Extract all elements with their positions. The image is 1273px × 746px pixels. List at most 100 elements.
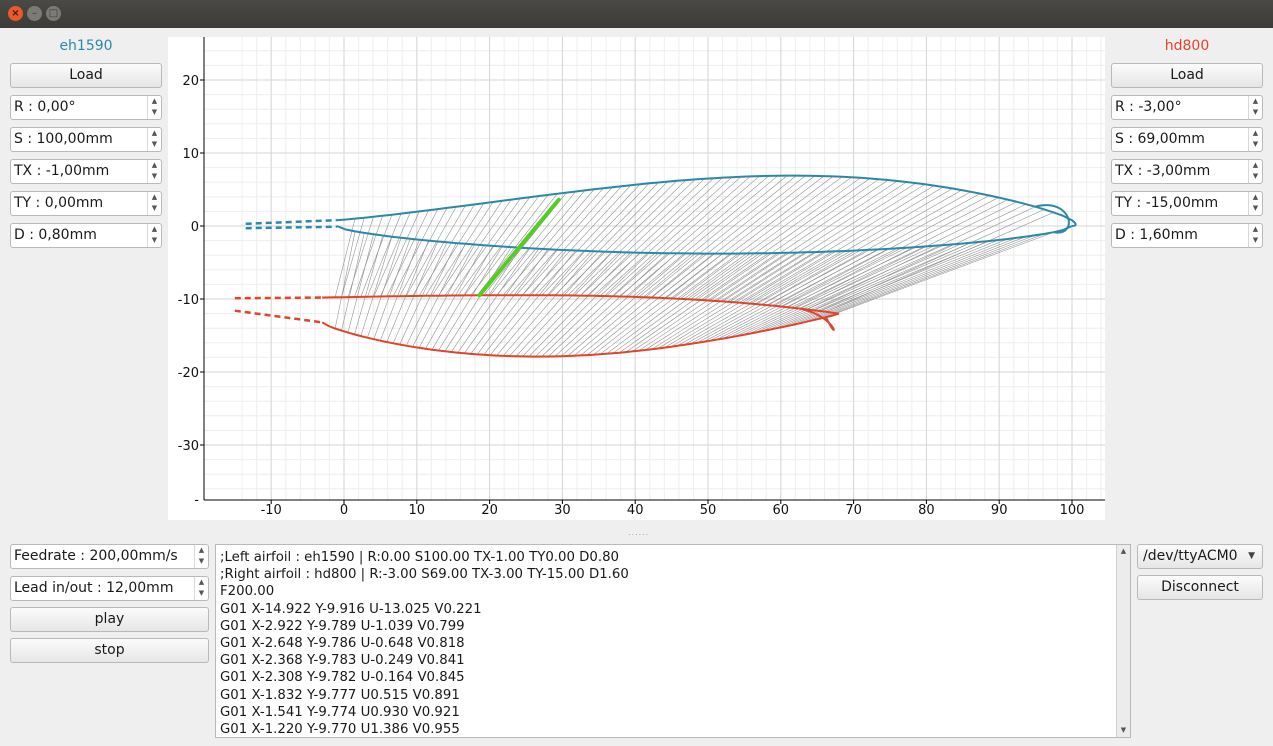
hatch-line: [367, 213, 402, 297]
spin-up-icon[interactable]: ▲: [151, 161, 158, 169]
spin-down-icon[interactable]: ▼: [1252, 108, 1259, 116]
gcode-line: G01 X-2.368 Y-9.783 U-0.249 V0.841: [220, 653, 465, 669]
spin-arrows-icon[interactable]: ▲ ▼: [1248, 192, 1262, 215]
y-axis-ticks: 20 10 0 -10 -20 -30 -: [178, 74, 200, 508]
spin-arrows-icon[interactable]: ▲ ▼: [1248, 128, 1262, 151]
airfoil-plot-canvas[interactable]: -10 0 10 20 30 40 50 60 70 80 90 100 20 …: [168, 37, 1105, 520]
spin-down-icon[interactable]: ▼: [198, 557, 205, 565]
spin-up-icon[interactable]: ▲: [1252, 225, 1259, 233]
hatch-line: [509, 188, 604, 296]
spin-arrows-icon[interactable]: ▲ ▼: [194, 545, 208, 568]
scroll-down-icon[interactable]: ▼: [1120, 726, 1127, 734]
airfoil-plot[interactable]: -10 0 10 20 30 40 50 60 70 80 90 100 20 …: [168, 37, 1105, 520]
gcode-line: ;Right airfoil : hd800 | R:-3.00 S69.00 …: [220, 567, 629, 583]
stop-button[interactable]: stop: [10, 638, 209, 663]
spin-down-icon[interactable]: ▼: [1252, 236, 1259, 244]
hatch-line: [670, 251, 834, 347]
spin-arrows-icon[interactable]: ▲ ▼: [147, 96, 161, 119]
spin-up-icon[interactable]: ▲: [151, 193, 158, 201]
right-ty-spinbox[interactable]: TY : -15,00mm ▲ ▼: [1111, 191, 1263, 216]
hatch-line: [412, 205, 466, 297]
hatch-line: [741, 245, 935, 336]
hatch-line: [509, 251, 604, 357]
x-tick-label: 20: [481, 503, 498, 518]
gcode-line: G01 X-1.220 Y-9.770 U1.386 V0.955: [220, 721, 460, 737]
y-tick-label: 10: [182, 147, 199, 162]
right-d-value: D : 1,60mm: [1115, 227, 1198, 243]
feedrate-spinbox[interactable]: Feedrate : 200,00mm/s ▲ ▼: [10, 544, 209, 569]
left-rotation-value: R : 0,00°: [14, 99, 76, 115]
hatch-line: [528, 185, 632, 296]
y-tick-label: -10: [178, 293, 199, 308]
hatch-line: [586, 177, 714, 296]
y-tick-label: -: [194, 493, 199, 508]
hatch-line: [535, 184, 641, 296]
spin-arrows-icon[interactable]: ▲ ▼: [1248, 224, 1262, 247]
maximize-window-icon[interactable]: □: [46, 6, 61, 21]
left-d-spinbox[interactable]: D : 0,80mm ▲ ▼: [10, 223, 162, 248]
spin-down-icon[interactable]: ▼: [1252, 204, 1259, 212]
spin-arrows-icon[interactable]: ▲ ▼: [1248, 96, 1262, 119]
spin-up-icon[interactable]: ▲: [198, 578, 205, 586]
serial-port-value: /dev/ttyACM0: [1143, 548, 1238, 564]
console-scrollbar[interactable]: ▲ ▼: [1116, 545, 1130, 737]
right-d-spinbox[interactable]: D : 1,60mm ▲ ▼: [1111, 223, 1263, 248]
right-scale-spinbox[interactable]: S : 69,00mm ▲ ▼: [1111, 127, 1263, 152]
hatch-line: [683, 250, 852, 346]
spin-arrows-icon[interactable]: ▲ ▼: [147, 192, 161, 215]
serial-port-select[interactable]: /dev/ttyACM0 ▼: [1137, 544, 1263, 569]
spin-down-icon[interactable]: ▼: [151, 140, 158, 148]
hatch-line: [722, 181, 907, 302]
spin-up-icon[interactable]: ▲: [198, 546, 205, 554]
spin-up-icon[interactable]: ▲: [151, 129, 158, 137]
disconnect-button[interactable]: Disconnect: [1137, 575, 1263, 600]
gcode-console[interactable]: ;Left airfoil : eh1590 | R:0.00 S100.00 …: [215, 544, 1131, 738]
right-load-button[interactable]: Load: [1111, 63, 1263, 88]
hatch-line: [632, 175, 779, 298]
spin-up-icon[interactable]: ▲: [151, 225, 158, 233]
hatch-line: [334, 231, 356, 329]
spin-arrows-icon[interactable]: ▲ ▼: [1248, 160, 1262, 183]
x-tick-label: 0: [340, 503, 348, 518]
airfoil-profiles: [234, 174, 1077, 358]
spin-up-icon[interactable]: ▲: [1252, 161, 1259, 169]
minimize-window-icon[interactable]: –: [27, 6, 42, 21]
y-tick-label: -20: [178, 366, 199, 381]
spin-down-icon[interactable]: ▼: [151, 108, 158, 116]
spin-down-icon[interactable]: ▼: [151, 172, 158, 180]
spin-up-icon[interactable]: ▲: [151, 97, 158, 105]
current-position-line: [477, 197, 561, 298]
left-load-button[interactable]: Load: [10, 63, 162, 88]
spin-down-icon[interactable]: ▼: [151, 204, 158, 212]
spin-up-icon[interactable]: ▲: [1252, 193, 1259, 201]
spin-arrows-icon[interactable]: ▲ ▼: [147, 160, 161, 183]
splitter-handle[interactable]: ......: [628, 528, 650, 537]
spin-up-icon[interactable]: ▲: [1252, 97, 1259, 105]
spin-down-icon[interactable]: ▼: [198, 589, 205, 597]
hatch-line: [567, 179, 687, 296]
spin-arrows-icon[interactable]: ▲ ▼: [147, 224, 161, 247]
hatch-line: [593, 253, 723, 355]
spin-up-icon[interactable]: ▲: [1252, 129, 1259, 137]
spin-down-icon[interactable]: ▼: [151, 236, 158, 244]
spin-arrows-icon[interactable]: ▲ ▼: [147, 128, 161, 151]
close-window-icon[interactable]: ×: [8, 6, 23, 21]
scroll-up-icon[interactable]: ▲: [1120, 547, 1127, 555]
left-rotation-spinbox[interactable]: R : 0,00° ▲ ▼: [10, 95, 162, 120]
left-tx-spinbox[interactable]: TX : -1,00mm ▲ ▼: [10, 159, 162, 184]
left-ty-spinbox[interactable]: TY : 0,00mm ▲ ▼: [10, 191, 162, 216]
left-scale-spinbox[interactable]: S : 100,00mm ▲ ▼: [10, 127, 162, 152]
hatch-line: [573, 253, 696, 356]
hatch-line: [496, 190, 586, 296]
y-tick-label: -30: [178, 439, 199, 454]
hatch-line: [373, 212, 411, 297]
spin-down-icon[interactable]: ▼: [1252, 140, 1259, 148]
hatch-line: [825, 212, 1054, 313]
play-button[interactable]: play: [10, 607, 209, 632]
hatch-line: [522, 186, 622, 296]
lead-in-out-spinbox[interactable]: Lead in/out : 12,00mm ▲ ▼: [10, 576, 209, 601]
spin-arrows-icon[interactable]: ▲ ▼: [194, 577, 208, 600]
right-rotation-spinbox[interactable]: R : -3,00° ▲ ▼: [1111, 95, 1263, 120]
spin-down-icon[interactable]: ▼: [1252, 172, 1259, 180]
right-tx-spinbox[interactable]: TX : -3,00mm ▲ ▼: [1111, 159, 1263, 184]
